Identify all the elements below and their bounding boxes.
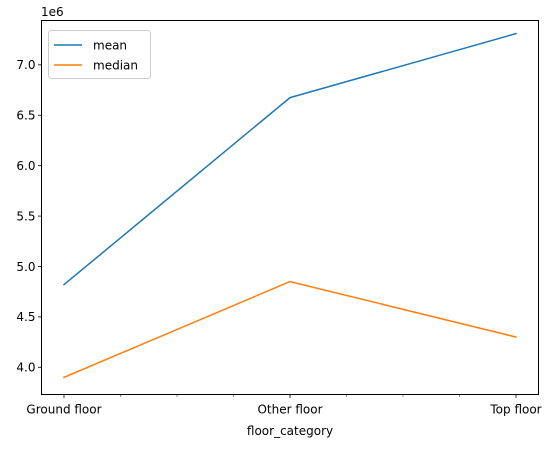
series-line-median bbox=[63, 280, 517, 379]
y-tick-label: 4.5 bbox=[16, 310, 35, 324]
y-tick-label: 6.0 bbox=[16, 159, 35, 173]
x-tick-label: Top floor bbox=[489, 403, 541, 417]
legend-label-mean: mean bbox=[93, 39, 127, 53]
y-tick-label: 4.0 bbox=[16, 361, 35, 375]
legend-label-median: median bbox=[93, 59, 138, 73]
axes-frame bbox=[41, 20, 539, 395]
y-offset-label: 1e6 bbox=[41, 5, 64, 19]
series-line-mean bbox=[62, 32, 517, 286]
legend: mean median bbox=[48, 30, 151, 79]
y-tick-label: 7.0 bbox=[16, 58, 35, 72]
y-tick-label: 5.5 bbox=[16, 209, 35, 223]
x-tick-label: Other floor bbox=[257, 403, 322, 417]
plot-layer: 4.0 4.5 5.0 5.5 6.0 6.5 7.0 Ground floor Other f… bbox=[16, 32, 542, 417]
x-axis-label: floor_category bbox=[247, 424, 333, 438]
legend-box bbox=[48, 30, 151, 79]
x-tick-label: Ground floor bbox=[26, 403, 101, 417]
y-tick-label: 6.5 bbox=[16, 109, 35, 123]
y-tick-label: 5.0 bbox=[16, 260, 35, 274]
